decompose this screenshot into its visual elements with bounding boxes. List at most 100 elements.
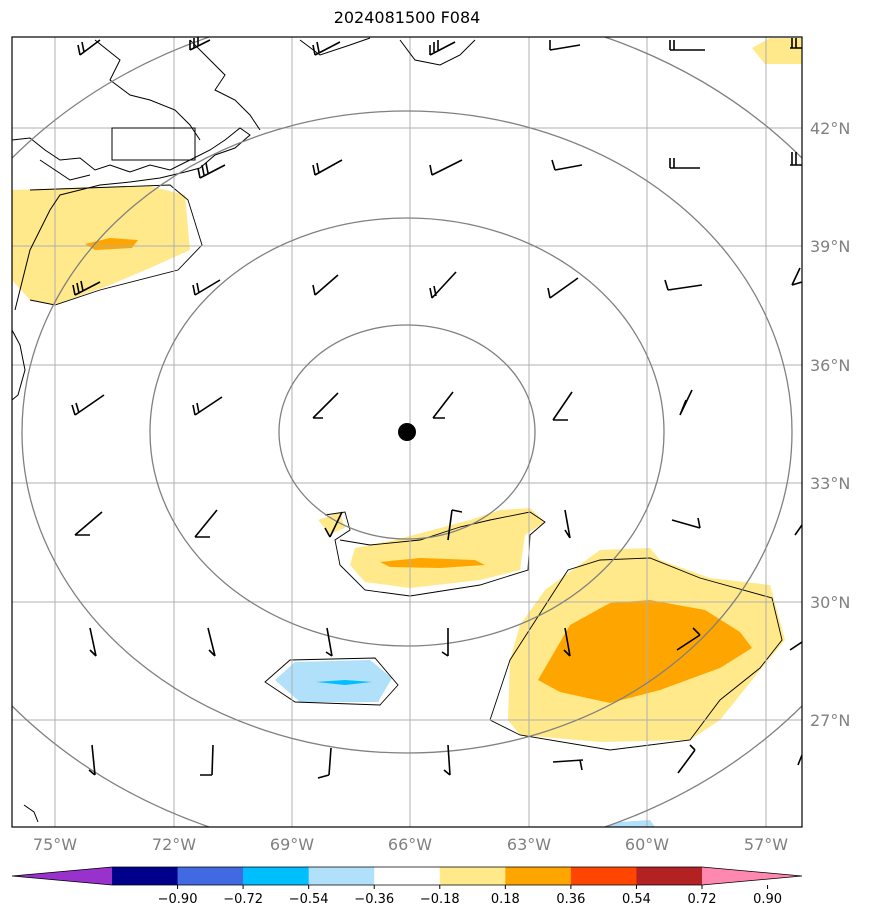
wind-barb [441,628,449,657]
storm-center-marker [398,423,416,441]
map-frame [11,36,803,828]
wind-barbs [71,37,802,779]
wind-barb [677,744,696,774]
wind-barb [71,394,105,416]
lat-label: 39°N [810,237,850,256]
wind-barb [192,279,221,296]
contour-lines [29,184,783,751]
lat-labels: 42°N 39°N 36°N 33°N 30°N 27°N [810,119,850,730]
wind-barb [790,152,802,166]
lon-label: 57°W [744,835,788,854]
colorbar-label: 0.54 [622,892,651,907]
wind-barb [429,40,456,56]
wind-barb [443,744,451,776]
lon-label: 75°W [33,835,77,854]
wind-barb [679,389,693,416]
wind-barb [552,759,584,771]
colorbar-label: 0.36 [556,892,585,907]
lat-label: 42°N [810,119,850,138]
wind-barb [429,271,457,299]
wind-barb [89,627,97,657]
wind-barb [192,396,223,416]
colorbar-segment [570,867,637,885]
lon-label: 60°W [625,835,669,854]
wind-barb [676,627,701,651]
shade-center-orange [380,558,485,568]
wind-barb [797,754,802,766]
wind-barb [189,37,211,51]
colorbar-label: 0.90 [753,892,782,907]
wind-barb [564,509,571,539]
shade-se-orange [538,600,752,703]
wind-barb [197,162,226,179]
shade-center-light [318,508,545,588]
wind-barb [317,747,332,779]
wind-barb [671,517,701,529]
wind-barb [789,641,802,651]
wind-barb [77,39,101,56]
colorbar-label: 0.72 [688,892,717,907]
wind-barb [791,267,802,286]
colorbar-label: −0.18 [420,892,460,907]
wind-barb [312,41,341,56]
wind-barb [312,159,343,176]
wind-barb [790,38,802,49]
colorbar-extend-high [702,867,802,885]
shade-sw-blue-dark [316,680,372,685]
shade-s-blue [605,820,655,827]
wind-barb [794,524,802,536]
colorbar-segment [636,867,703,885]
colorbar-segment [177,867,244,885]
colorbar-label: −0.36 [354,892,394,907]
colorbar-label: −0.54 [289,892,329,907]
colorbar-label: −0.90 [158,892,198,907]
colorbar-segment [112,867,179,885]
wind-barb [312,392,339,419]
wind-barb [432,391,454,419]
shaded-positive-regions [12,38,802,742]
wind-barb [549,40,581,51]
wind-barb [72,280,101,296]
wind-barb [551,159,583,171]
colorbar-segment [505,867,572,885]
lat-label: 36°N [810,356,850,375]
colorbar-extend-low [12,867,112,885]
colorbar-segment [308,867,375,885]
map-title: 2024081500 F084 [333,8,481,27]
wind-barb [664,279,703,291]
colorbar-segment [374,867,441,885]
colorbar: −0.90 −0.72 −0.54 −0.36 −0.18 0.18 0.36 0.54 0.7… [11,866,803,907]
wind-barb [312,274,339,296]
lat-label: 27°N [810,711,850,730]
lon-label: 72°W [152,835,196,854]
wind-barb [207,627,216,657]
wind-barb [74,511,103,536]
wind-barb [547,277,579,299]
wind-barb [194,509,218,538]
wind-barb [88,744,96,776]
wind-barb [552,391,573,421]
lon-label: 63°W [507,835,551,854]
lon-label: 66°W [388,835,432,854]
wind-barb [325,627,333,657]
lat-label: 30°N [810,593,850,612]
wind-barb [200,744,214,776]
shade-ne-light [752,38,802,64]
shaded-negative-regions [275,660,655,827]
wind-barb [429,159,463,176]
wind-barb [324,511,343,538]
wind-barb [447,509,463,541]
lon-label: 69°W [270,835,314,854]
colorbar-segment [243,867,310,885]
lat-label: 33°N [810,474,850,493]
colorbar-outline [11,866,803,886]
colorbar-segment [439,867,506,885]
wind-barb [669,158,700,169]
wind-barb [669,40,705,51]
wind-barb [563,627,571,657]
colorbar-label: 0.18 [491,892,520,907]
colorbar-label: −0.72 [223,892,263,907]
lon-labels: 75°W 72°W 69°W 66°W 63°W 60°W 57°W [33,835,788,854]
